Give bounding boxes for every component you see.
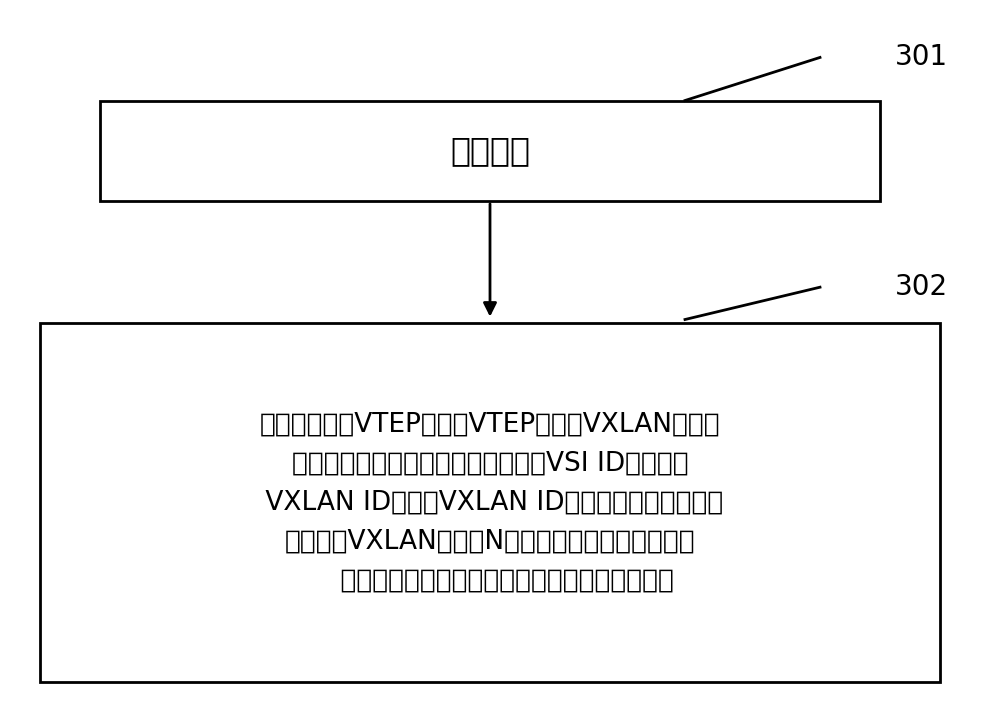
- Bar: [100, 101, 880, 201]
- Text: 接收报文: 接收报文: [450, 134, 530, 167]
- Text: 302: 302: [895, 274, 948, 301]
- Text: 当确定通过本VTEP至远端VTEP之间的VXLAN隙道广
播所述报文时，确定所述报文对应的VSI ID所绑定的
 VXLAN ID，根据VXLAN ID并按照均: 当确定通过本VTEP至远端VTEP之间的VXLAN隙道广 播所述报文时，确定所述…: [257, 411, 723, 594]
- Text: 301: 301: [895, 44, 948, 71]
- Bar: [40, 323, 940, 682]
